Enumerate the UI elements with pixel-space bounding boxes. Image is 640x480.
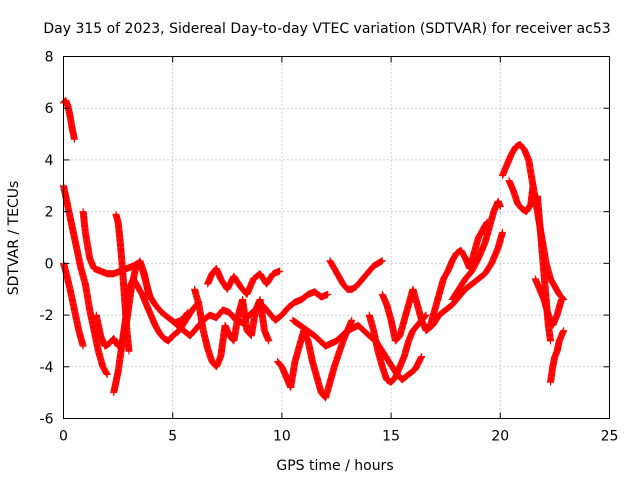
y-tick-label: 2: [45, 205, 54, 221]
data-points: [60, 96, 568, 402]
data-point: [70, 135, 78, 143]
y-tick-label: -2: [40, 308, 54, 324]
data-point: [79, 342, 87, 350]
chart-title: Day 315 of 2023, Sidereal Day-to-day VTE…: [43, 21, 610, 37]
data-point: [265, 337, 273, 345]
series-s10: [204, 265, 284, 298]
y-tick-label: -4: [40, 360, 54, 376]
y-tick-label: 8: [45, 50, 54, 66]
series-s11: [274, 316, 356, 402]
data-point: [324, 290, 332, 298]
y-axis-title: SDTVAR / TECUs: [6, 181, 22, 296]
data-point: [276, 267, 284, 275]
x-tick-label: 15: [382, 429, 400, 445]
y-tick-label: 4: [45, 153, 54, 169]
series-s3: [60, 259, 87, 350]
x-axis-title: GPS time / hours: [276, 458, 393, 474]
x-tick-label: 20: [491, 429, 509, 445]
y-tick-label: -6: [40, 412, 54, 428]
y-tick-label: 6: [45, 101, 54, 117]
data-point: [348, 316, 356, 324]
series-s12: [326, 257, 386, 293]
data-point: [125, 347, 133, 355]
data-point: [103, 371, 111, 379]
x-tick-label: 0: [59, 429, 68, 445]
x-tick-label: 5: [168, 429, 177, 445]
y-tick-label: 0: [45, 256, 54, 272]
series-s1: [60, 96, 78, 143]
x-tick-label: 25: [601, 429, 619, 445]
x-tick-labels: 0 5 10 15 20 25: [59, 429, 618, 445]
series-s9: [191, 285, 273, 371]
x-tick-label: 10: [273, 429, 291, 445]
y-tick-labels: -6 -4 -2 0 2 4 6 8: [40, 50, 54, 428]
series-s2: [60, 182, 111, 379]
